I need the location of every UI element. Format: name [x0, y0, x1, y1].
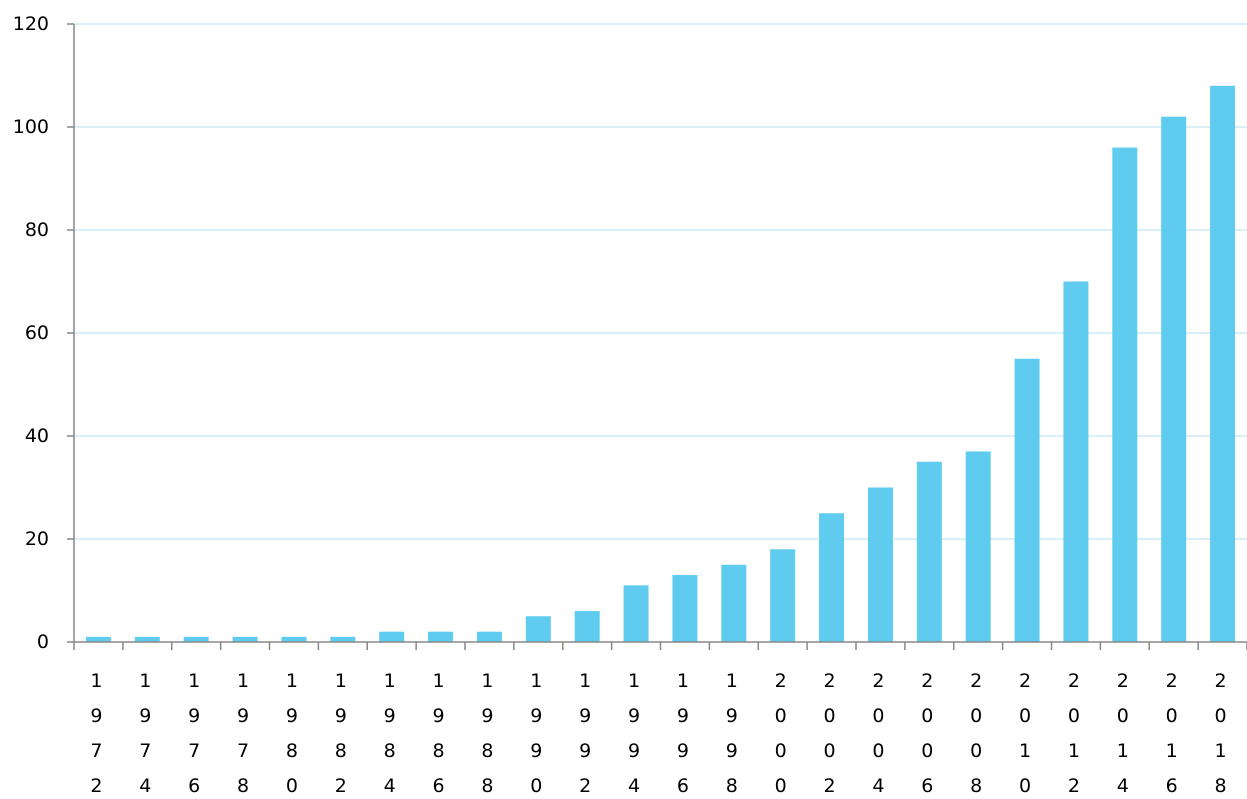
bar: [134, 636, 160, 642]
bar: [770, 549, 796, 642]
bar: [281, 636, 307, 642]
x-tick-labels: 1 9 7 2 1 9 7 4 1 9 7 6 1 9 7 8 1 9 8 0 1 9 8 2 1 9 8 4 1 9 8 6 1 9 8 8 1 9 9 0…: [90, 670, 1226, 797]
bar: [1210, 85, 1236, 643]
y-tick-label: 120: [13, 13, 49, 35]
bar: [1014, 358, 1040, 642]
bar: [721, 564, 747, 642]
y-tick-label: 80: [25, 219, 49, 241]
y-tick-labels: 0 20 40 60 80 100 120: [13, 13, 49, 653]
bar: [1063, 281, 1089, 642]
y-tick-label: 20: [25, 528, 49, 550]
bar: [965, 451, 991, 642]
bar: [623, 585, 649, 642]
y-tick-label: 40: [25, 425, 49, 447]
bar: [867, 487, 893, 642]
bar: [183, 636, 209, 642]
bar: [428, 631, 454, 642]
bar: [476, 631, 502, 642]
bar: [379, 631, 405, 642]
axes: [67, 23, 1247, 650]
y-tick-label: 60: [25, 322, 49, 344]
y-tick-label: 0: [37, 631, 49, 653]
bar: [330, 636, 356, 642]
bar: [672, 575, 698, 642]
bar: [819, 513, 845, 642]
y-tick-label: 100: [13, 116, 49, 138]
bar: [1112, 147, 1138, 642]
bar: [916, 461, 942, 642]
bars: [85, 85, 1236, 643]
bar: [85, 636, 111, 642]
bar: [232, 636, 258, 642]
gridlines: [74, 23, 1247, 540]
bar: [525, 616, 551, 642]
bar: [1161, 116, 1187, 642]
bar: [574, 611, 600, 642]
